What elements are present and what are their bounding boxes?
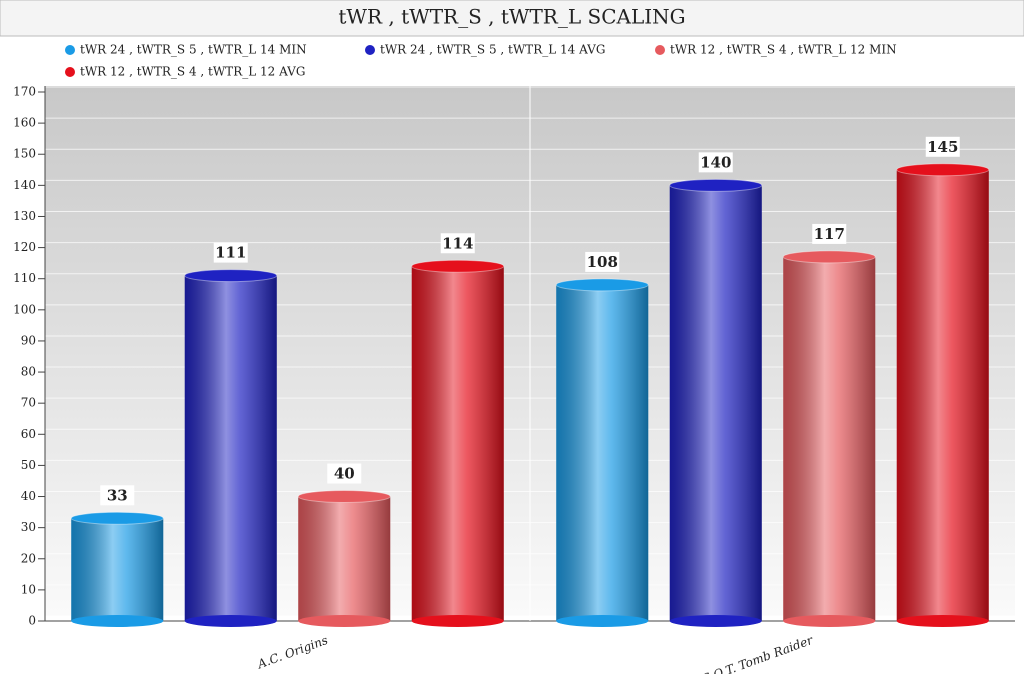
legend-label: tWR 12 , tWTR_S 4 , tWTR_L 12 MIN [670, 43, 897, 57]
value-label: 140 [700, 153, 731, 171]
value-label-box [440, 233, 475, 254]
legend-marker [655, 45, 665, 55]
bar-base [184, 615, 277, 627]
y-tick-label: 10 [21, 582, 36, 596]
chart-title: tWR , tWTR_S , tWTR_L SCALING [338, 5, 685, 29]
bar-shine [669, 185, 762, 621]
bar-cap [297, 490, 391, 504]
bar-shine [896, 169, 989, 621]
bar-shine [411, 266, 504, 621]
bar-base [411, 615, 504, 627]
value-label: 33 [107, 486, 128, 504]
y-tick-label: 150 [13, 147, 36, 161]
legend-marker [65, 67, 75, 77]
y-tick-label: 110 [13, 271, 36, 285]
bar-cap [669, 178, 763, 192]
legend-label: tWR 24 , tWTR_S 5 , tWTR_L 14 AVG [380, 43, 605, 57]
value-label-box [585, 251, 620, 272]
legend-label: tWR 24 , tWTR_S 5 , tWTR_L 14 MIN [80, 43, 307, 57]
title-bar [0, 0, 1024, 37]
bar-cap [896, 163, 990, 177]
value-label-box [925, 136, 960, 157]
value-label: 108 [587, 253, 618, 271]
legend-label: tWR 12 , tWTR_S 4 , tWTR_L 12 AVG [80, 65, 305, 79]
value-label: 40 [334, 465, 355, 483]
y-tick-label: 130 [13, 209, 36, 223]
value-label-box [812, 223, 847, 244]
legend-marker [365, 45, 375, 55]
y-tick-label: 160 [13, 116, 36, 130]
y-tick-label: 50 [21, 458, 36, 472]
value-label-box [213, 242, 248, 263]
y-tick-label: 120 [13, 240, 36, 254]
y-tick-label: 60 [21, 427, 36, 441]
bar-base [896, 615, 989, 627]
value-label: 111 [215, 244, 246, 262]
bar-shine [184, 275, 277, 621]
bar-base [71, 615, 164, 627]
bar-shine [783, 256, 876, 621]
bar-cap [411, 259, 505, 273]
bar-shine [71, 518, 164, 621]
bar-cap [782, 250, 876, 264]
value-label-box [100, 485, 135, 506]
bar-base [783, 615, 876, 627]
y-tick-label: 90 [21, 333, 36, 347]
value-label: 117 [814, 225, 845, 243]
bar-shine [298, 496, 391, 621]
bar-base [669, 615, 762, 627]
bar-base [556, 615, 649, 627]
y-tick-label: 80 [21, 365, 36, 379]
bar-base [298, 615, 391, 627]
y-tick-label: 0 [28, 614, 36, 628]
y-tick-label: 70 [21, 396, 36, 410]
y-tick-label: 30 [21, 520, 36, 534]
y-tick-label: 140 [13, 178, 36, 192]
bar-shine [556, 284, 649, 621]
legend-marker [65, 45, 75, 55]
y-tick-label: 170 [13, 85, 36, 99]
bar-cap [184, 269, 278, 283]
y-tick-label: 40 [21, 489, 36, 503]
value-label-box [327, 463, 362, 484]
x-tick-label: A.C. Origins [255, 633, 330, 672]
value-label: 145 [927, 138, 958, 156]
bar-cap [70, 511, 164, 525]
y-tick-label: 100 [13, 302, 36, 316]
y-tick-label: 20 [21, 551, 36, 565]
x-tick-label: S.O.T. Tomb Raider [701, 633, 816, 674]
bar-cap [555, 278, 649, 292]
value-label: 114 [442, 234, 473, 252]
value-label-box [698, 152, 733, 173]
